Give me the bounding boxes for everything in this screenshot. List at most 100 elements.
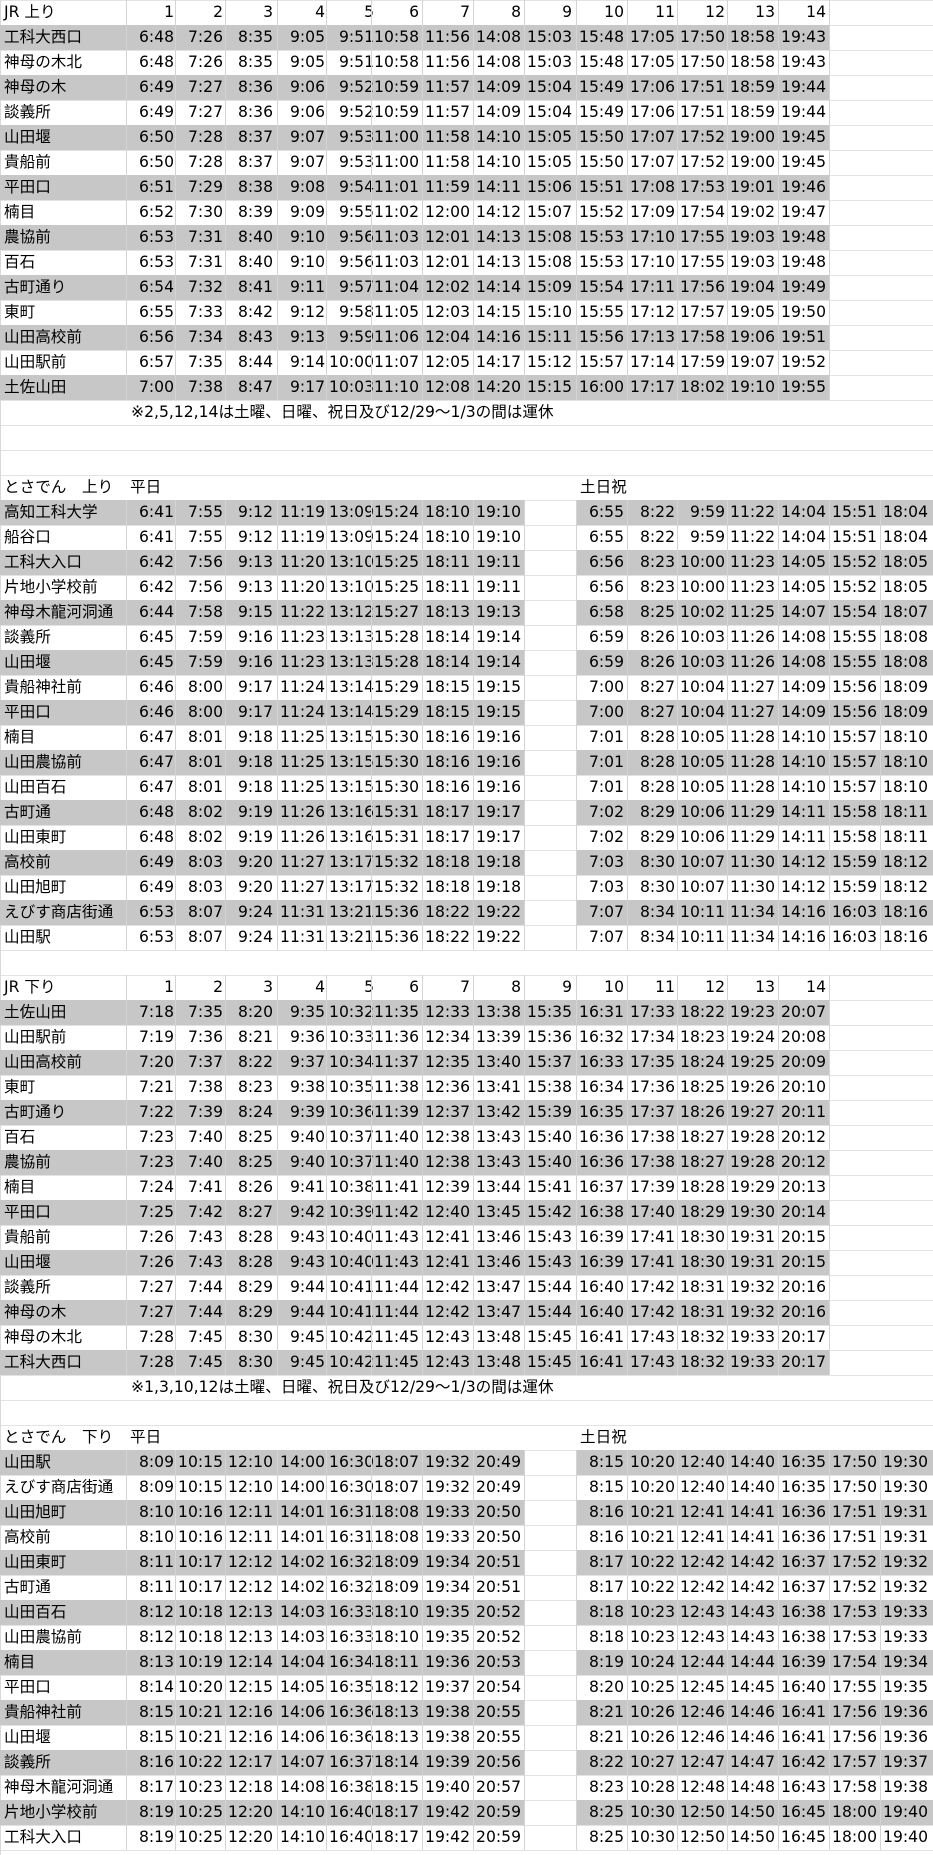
column-divider — [727, 850, 728, 875]
column-divider — [371, 300, 372, 325]
departure-time: 15:56 — [579, 328, 624, 346]
weekday-time: 12:11 — [228, 1528, 273, 1546]
departure-time: 18:25 — [680, 1078, 725, 1096]
table-row: 山田堰 6:50 7:28 8:37 9:07 9:53 11:00 11:58 14:10 15… — [0, 125, 933, 150]
weekday-time: 18:10 — [374, 1603, 419, 1621]
column-divider — [326, 875, 327, 900]
column-divider — [627, 725, 628, 750]
departure-time: 7:43 — [187, 1253, 223, 1271]
column-divider — [326, 1550, 327, 1575]
column-divider — [175, 375, 176, 400]
weekday-time: 14:10 — [280, 1803, 325, 1821]
departure-time: 17:38 — [630, 1128, 675, 1146]
departure-time: 14:11 — [476, 178, 521, 196]
column-divider — [576, 1200, 577, 1225]
weekday-time: 19:17 — [476, 828, 521, 846]
holiday-time: 16:45 — [781, 1828, 826, 1846]
column-divider — [473, 1350, 474, 1375]
column-divider — [422, 1125, 423, 1150]
departure-time: 12:34 — [425, 1028, 470, 1046]
stop-name: 楠目 — [4, 1178, 36, 1196]
column-divider — [473, 1600, 474, 1625]
holiday-time: 8:22 — [639, 503, 675, 521]
holiday-time: 19:40 — [883, 1803, 928, 1821]
column-divider — [126, 1200, 127, 1225]
column-divider — [727, 1300, 728, 1325]
weekday-time: 16:31 — [329, 1503, 374, 1521]
holiday-time: 16:36 — [781, 1528, 826, 1546]
departure-time: 14:08 — [476, 28, 521, 46]
weekday-time: 10:18 — [178, 1603, 223, 1621]
column-divider — [727, 550, 728, 575]
weekday-time: 8:15 — [138, 1728, 174, 1746]
column-divider — [371, 1825, 372, 1850]
holiday-time: 17:51 — [832, 1528, 877, 1546]
departure-time: 10:33 — [329, 1028, 374, 1046]
column-divider — [677, 1725, 678, 1750]
departure-time: 13:47 — [476, 1303, 521, 1321]
column-divider — [277, 250, 278, 275]
column-divider — [778, 1525, 779, 1550]
weekday-time: 16:38 — [329, 1778, 374, 1796]
column-divider — [326, 225, 327, 250]
column-divider — [277, 1825, 278, 1850]
row-shading — [576, 900, 933, 925]
column-divider — [126, 1050, 127, 1075]
departure-time: 17:10 — [630, 228, 675, 246]
column-divider — [175, 675, 176, 700]
holiday-time: 8:26 — [639, 628, 675, 646]
column-divider — [422, 675, 423, 700]
departure-time: 8:25 — [237, 1128, 273, 1146]
column-divider — [326, 350, 327, 375]
column-divider — [778, 125, 779, 150]
column-divider — [727, 150, 728, 175]
column-divider — [422, 75, 423, 100]
departure-time: 18:27 — [680, 1128, 725, 1146]
column-divider — [677, 1025, 678, 1050]
column-divider — [778, 1450, 779, 1475]
row-shading — [0, 1750, 524, 1775]
column-divider — [778, 1825, 779, 1850]
column-divider — [829, 250, 830, 275]
stop-name: 土佐山田 — [4, 378, 67, 396]
column-divider — [727, 925, 728, 950]
column-divider — [371, 575, 372, 600]
column-divider — [829, 200, 830, 225]
column-divider — [727, 1350, 728, 1375]
column-divider — [627, 575, 628, 600]
holiday-time: 19:36 — [883, 1728, 928, 1746]
column-divider — [422, 600, 423, 625]
column-divider — [524, 750, 525, 775]
weekday-time: 15:36 — [374, 903, 419, 921]
row-shading — [0, 1250, 829, 1275]
column-divider — [778, 1625, 779, 1650]
table-row: 談義所 7:27 7:44 8:29 9:44 10:41 11:44 12:42 13:47 1… — [0, 1275, 933, 1300]
weekday-time: 14:01 — [280, 1503, 325, 1521]
column-divider — [126, 525, 127, 550]
column-divider — [175, 125, 176, 150]
column-divider — [627, 550, 628, 575]
column-divider — [677, 1550, 678, 1575]
column-divider — [829, 800, 830, 825]
column-divider — [473, 75, 474, 100]
departure-time: 17:57 — [680, 303, 725, 321]
column-divider — [473, 1800, 474, 1825]
holiday-time: 19:32 — [883, 1578, 928, 1596]
column-divider — [880, 1700, 881, 1725]
departure-time: 16:33 — [579, 1053, 624, 1071]
departure-time: 6:53 — [138, 253, 174, 271]
table-row: 平田口 7:25 7:42 8:27 9:42 10:39 11:42 12:40 13:45 1… — [0, 1200, 933, 1225]
holiday-time: 11:22 — [730, 503, 775, 521]
holiday-time: 10:03 — [680, 628, 725, 646]
column-divider — [627, 1700, 628, 1725]
table-row: 工科大入口 6:42 7:56 9:13 11:20 13:10 15:25 18:11 19:… — [0, 550, 933, 575]
column-divider — [225, 350, 226, 375]
stop-name: 山田百石 — [4, 778, 67, 796]
departure-time: 9:10 — [289, 228, 325, 246]
departure-time: 8:36 — [237, 103, 273, 121]
weekday-time: 19:32 — [425, 1453, 470, 1471]
holiday-time: 10:20 — [630, 1478, 675, 1496]
column-divider — [225, 1625, 226, 1650]
departure-time: 9:05 — [289, 53, 325, 71]
column-divider — [524, 1650, 525, 1675]
